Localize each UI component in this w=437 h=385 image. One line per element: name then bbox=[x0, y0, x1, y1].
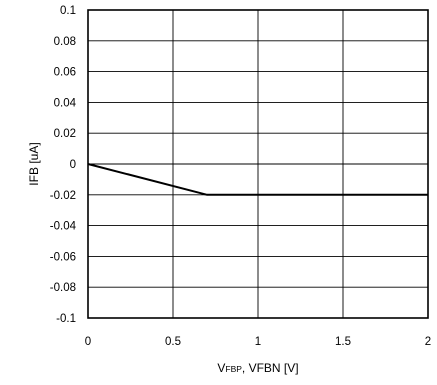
y-tick-labels: 0.1 0.08 0.06 0.04 0.02 0 -0.02 -0.04 -0.06 -0.08… bbox=[50, 5, 77, 325]
x-tick-label: 1.5 bbox=[335, 336, 351, 348]
x-tick-labels: 0 0.5 1 1.5 2 bbox=[85, 336, 431, 348]
y-tick-label: -0.04 bbox=[50, 221, 77, 233]
x-tick-label: 0 bbox=[85, 336, 91, 348]
y-tick-label: 0.04 bbox=[54, 97, 77, 109]
series-line bbox=[87, 163, 428, 196]
y-tick-label: 0 bbox=[70, 159, 76, 171]
plot-frame bbox=[87, 9, 429, 319]
x-axis-label-main: V bbox=[217, 361, 225, 375]
y-tick-label: -0.1 bbox=[56, 313, 76, 325]
y-tick-label: 0.06 bbox=[54, 67, 76, 79]
y-tick-label: 0.02 bbox=[54, 128, 76, 140]
y-tick-label: 0.08 bbox=[54, 36, 76, 48]
y-tick-label: 0.1 bbox=[60, 5, 76, 17]
grid-lines bbox=[87, 9, 429, 319]
series-lines bbox=[87, 163, 428, 196]
x-tick-label: 2 bbox=[425, 336, 431, 348]
x-axis-label-rest: , VFBN [V] bbox=[242, 361, 299, 375]
x-axis-label: VFBP, VFBN [V] bbox=[217, 361, 298, 375]
y-tick-label: -0.08 bbox=[50, 282, 76, 294]
y-tick-label: -0.06 bbox=[50, 251, 76, 263]
y-axis-label: IFB [uA] bbox=[27, 142, 41, 185]
x-tick-label: 0.5 bbox=[165, 336, 181, 348]
x-axis-label-sub: FBP bbox=[225, 364, 242, 374]
y-tick-label: -0.02 bbox=[50, 190, 76, 202]
x-tick-label: 1 bbox=[255, 336, 261, 348]
